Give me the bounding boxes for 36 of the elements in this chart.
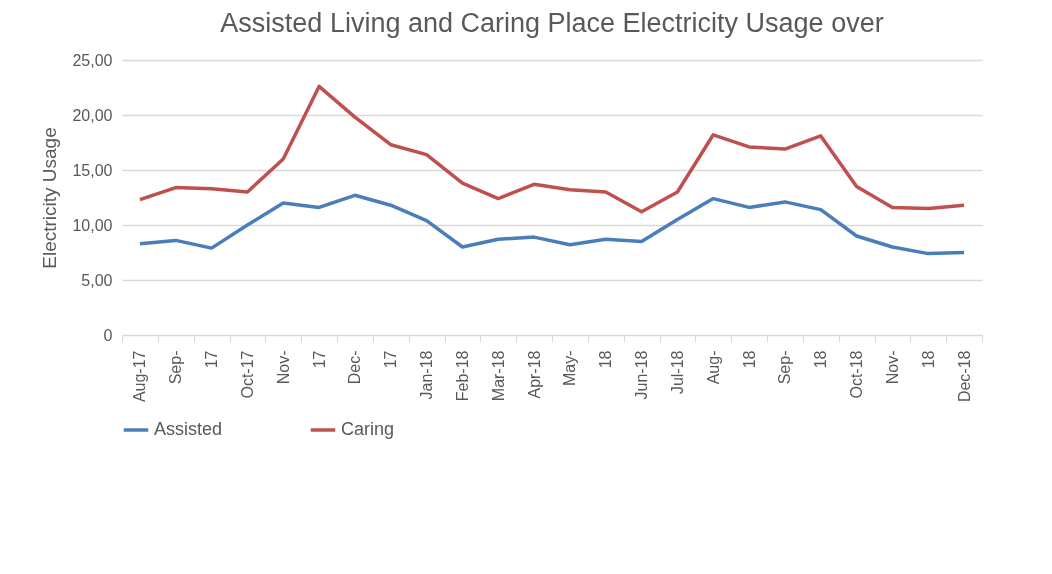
x-tick-label: 18	[812, 350, 830, 369]
y-tick-label: 20,00	[72, 106, 113, 124]
legend-label: Assisted	[154, 419, 223, 439]
y-tick-label: 10,00	[72, 216, 113, 234]
x-tick-label: Dec-	[346, 350, 364, 385]
x-tick-label: Aug-	[704, 350, 722, 385]
line-series	[138, 84, 966, 214]
x-tick-label: Feb-18	[453, 350, 471, 402]
x-tick-label: 17	[382, 350, 400, 369]
x-tick-label: Oct-18	[848, 350, 866, 399]
x-tick-label: Jul-18	[668, 350, 686, 395]
y-tick-label: 15,00	[72, 161, 113, 179]
line-series	[138, 193, 966, 256]
x-tick-label: Apr-18	[525, 350, 543, 399]
y-axis-title: Electricity Usage	[39, 127, 61, 269]
x-tick-label: 18	[597, 350, 615, 369]
legend-label: Caring	[341, 419, 395, 439]
x-tick-label: 18	[740, 350, 758, 369]
x-tick-label: Oct-17	[238, 350, 256, 399]
x-tick-label: 17	[310, 350, 328, 369]
x-tick-label: Jun-18	[633, 350, 651, 400]
x-tick-label: May-	[561, 350, 579, 387]
x-tick-label: Sep-	[776, 350, 794, 385]
y-tick-label: 0	[103, 326, 113, 344]
x-tick-label: Dec-18	[955, 350, 973, 403]
x-tick-label: 18	[919, 350, 937, 369]
x-tick-label: Nov-	[883, 350, 901, 385]
x-tick-label: Nov-	[274, 350, 292, 385]
chart-title: Assisted Living and Caring Place Electricity Usage over	[220, 8, 884, 38]
y-tick-label: 5,00	[81, 271, 113, 289]
x-tick-label: 17	[203, 350, 221, 369]
y-tick-label: 25,00	[72, 51, 113, 69]
x-tick-label: Aug-17	[131, 350, 149, 403]
x-tick-label: Jan-18	[418, 350, 436, 400]
x-tick-label: Sep-	[167, 350, 185, 385]
x-tick-label: Mar-18	[489, 350, 507, 402]
